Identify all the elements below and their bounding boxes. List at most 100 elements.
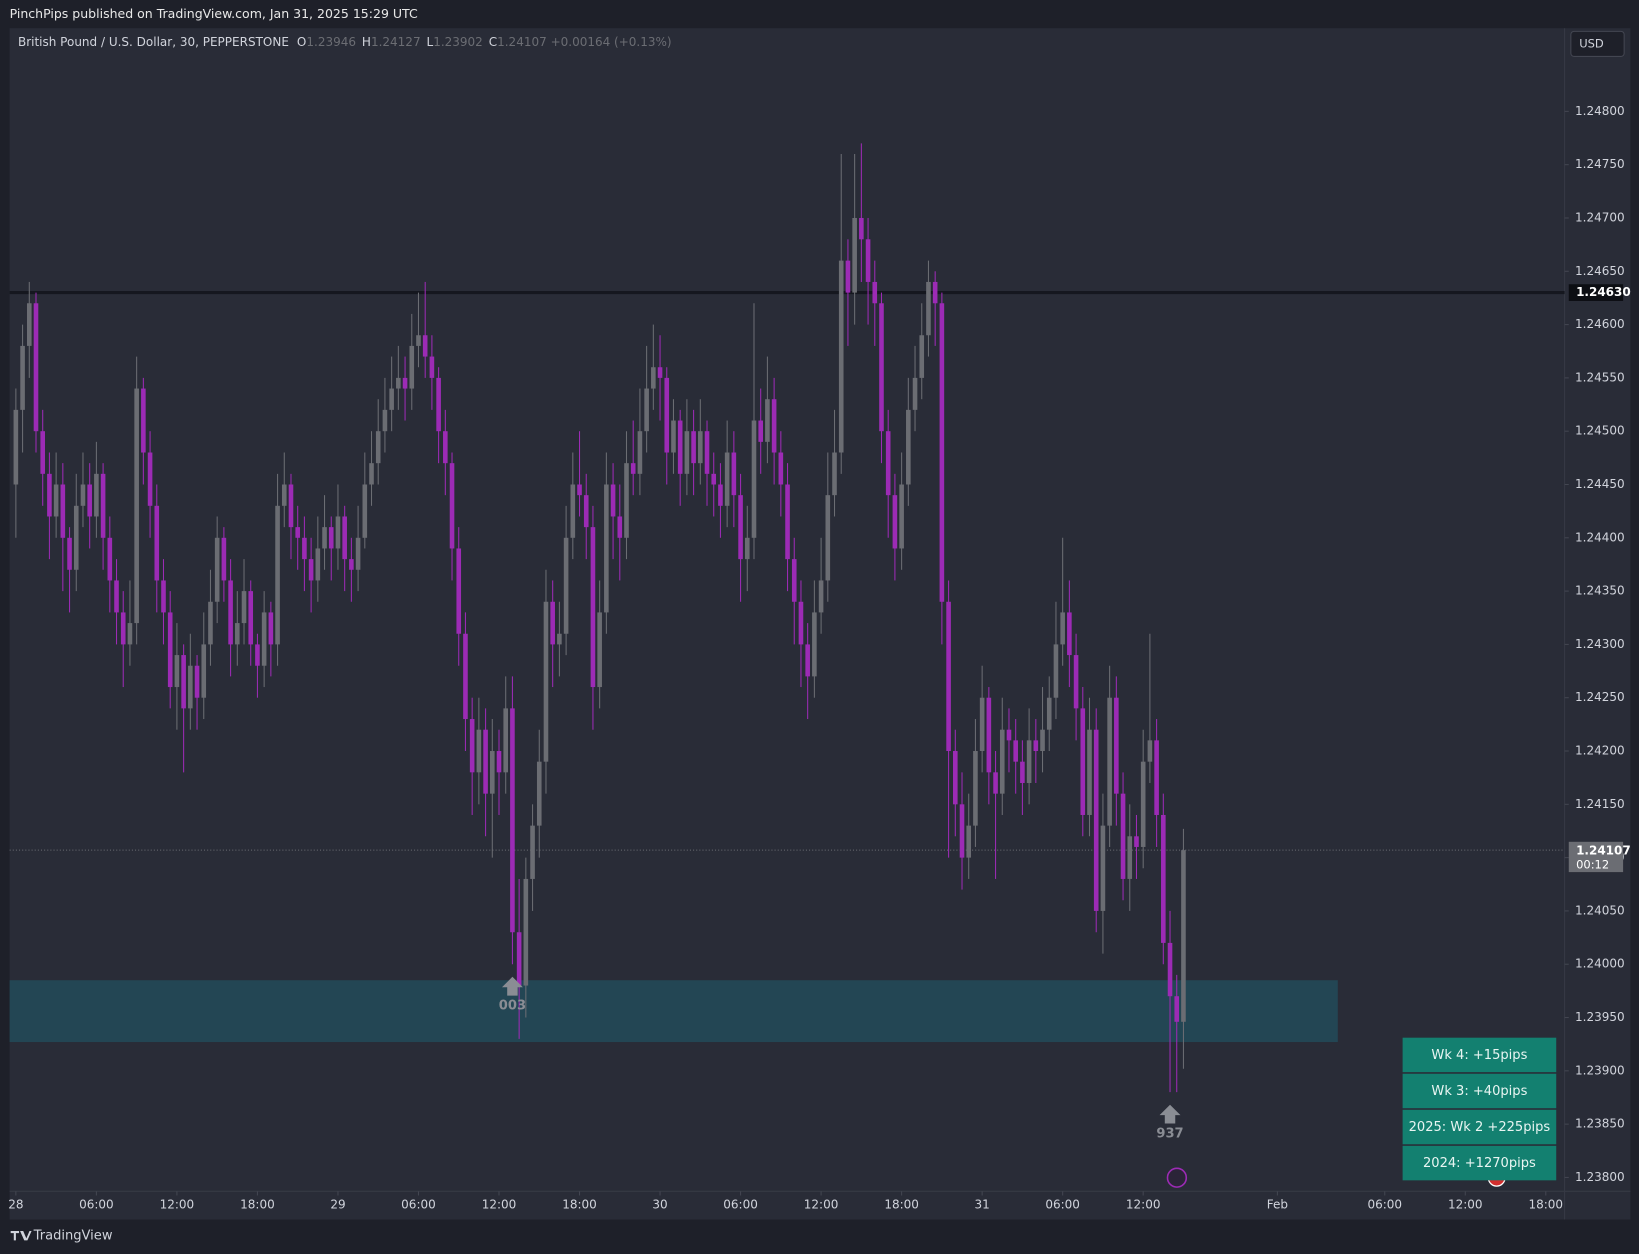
legend-item: O — [297, 34, 306, 48]
x-tick-label: 18:00 — [240, 1197, 275, 1211]
candle-body — [463, 633, 468, 720]
candle-body — [536, 761, 542, 826]
x-tick-label: 06:00 — [79, 1197, 114, 1211]
publisher: PinchPips published on TradingView.com, … — [10, 6, 418, 21]
x-tick-label: 06:00 — [1367, 1197, 1402, 1211]
candle-body — [523, 878, 529, 986]
candle-body — [765, 399, 770, 442]
candle-body — [375, 431, 381, 464]
legend-item: 1.24107 — [497, 34, 547, 48]
candle-body — [409, 345, 415, 389]
table-text: 2024: +1270pips — [1423, 1156, 1536, 1171]
candle-body — [892, 495, 898, 549]
candle-body — [624, 463, 629, 538]
candle-body — [798, 601, 804, 645]
event-icon[interactable] — [1166, 1167, 1188, 1188]
candle-body — [952, 751, 958, 805]
candle-body — [852, 217, 857, 293]
footer-brand: TradingView — [33, 1229, 113, 1244]
candle-body — [1046, 697, 1052, 730]
table-cell — [1402, 1109, 1557, 1145]
candle-body — [228, 580, 233, 645]
candle-body — [644, 388, 649, 432]
candle-body — [489, 751, 495, 794]
candle-body — [751, 420, 757, 538]
table-text: 2025: Wk 2 +225pips — [1409, 1120, 1551, 1135]
candle-body — [188, 665, 193, 709]
candle-body — [698, 431, 703, 464]
x-tick-label: 18:00 — [562, 1197, 597, 1211]
candle-body — [201, 644, 207, 698]
y-tick-label: 1.24000 — [1575, 957, 1625, 971]
candle-body — [53, 484, 59, 517]
y-tick-label: 1.24700 — [1575, 210, 1625, 224]
candle-body — [456, 548, 462, 634]
candle-body — [711, 473, 717, 485]
candle-body — [429, 356, 435, 378]
candle-body — [1080, 708, 1086, 815]
candle-body — [1013, 740, 1018, 762]
y-tick-label: 1.24750 — [1575, 157, 1625, 171]
candle-body — [610, 484, 616, 517]
candle-body — [67, 537, 72, 570]
candle-body — [1181, 850, 1186, 1022]
countdown-label: 00:12 — [1576, 857, 1609, 871]
candle-body — [939, 303, 945, 602]
candle-body — [1033, 740, 1039, 752]
candle-body — [120, 612, 126, 645]
candle-body — [885, 431, 891, 496]
candle-body — [40, 431, 46, 474]
candle-body — [1067, 612, 1072, 656]
candle-body — [859, 217, 864, 240]
y-tick-label: 1.24050 — [1575, 903, 1625, 917]
candle-body — [832, 452, 837, 496]
candle-body — [47, 473, 52, 517]
candle-body — [60, 484, 66, 538]
y-tick-label: 1.24400 — [1575, 530, 1625, 544]
legend-item: +0.00164 (+0.13%) — [551, 34, 672, 48]
candle-body — [543, 601, 549, 762]
candle-body — [865, 239, 871, 282]
symbol-legend: British Pound / U.S. Dollar, 30, PEPPERS… — [18, 34, 672, 48]
candle-body — [1114, 697, 1119, 794]
legend-item: 1.23902 — [433, 34, 483, 48]
candle-body — [1100, 825, 1106, 911]
candle-body — [268, 612, 274, 645]
candle-body — [389, 388, 394, 410]
candle-body — [637, 431, 643, 474]
candle-body — [999, 729, 1005, 794]
y-tick-label: 1.24650 — [1575, 264, 1625, 278]
x-tick-label: 12:00 — [1448, 1197, 1483, 1211]
candle-body — [1087, 729, 1092, 815]
x-tick-label: 06:00 — [1045, 1197, 1080, 1211]
demand-zone — [9, 980, 1338, 1043]
candle-body — [838, 260, 844, 453]
candle-body — [1040, 729, 1045, 752]
candle-body — [221, 537, 227, 581]
currency-label: USD — [1579, 36, 1604, 50]
candle-body — [973, 751, 978, 826]
candle-body — [825, 495, 831, 581]
y-tick-label: 1.24350 — [1575, 584, 1625, 598]
table-cell — [1402, 1073, 1557, 1109]
candle-body — [235, 623, 240, 645]
candle-body — [13, 409, 19, 485]
candle-body — [322, 527, 327, 549]
candle-body — [530, 825, 535, 879]
candle-body — [979, 697, 985, 752]
candle-body — [315, 548, 321, 581]
candle-body — [295, 527, 300, 538]
currency-button[interactable] — [1570, 30, 1625, 57]
y-tick-label: 1.24150 — [1575, 797, 1625, 811]
candle-body — [1060, 612, 1065, 645]
candle-body — [20, 345, 25, 410]
candle-body — [1053, 644, 1059, 698]
candle-body — [630, 463, 636, 474]
y-tick-label: 1.24300 — [1575, 637, 1625, 651]
candle-body — [1161, 814, 1166, 943]
candle-body — [308, 559, 314, 581]
candle-body — [402, 377, 408, 389]
candle-body — [248, 591, 254, 645]
candle-body — [476, 729, 482, 773]
